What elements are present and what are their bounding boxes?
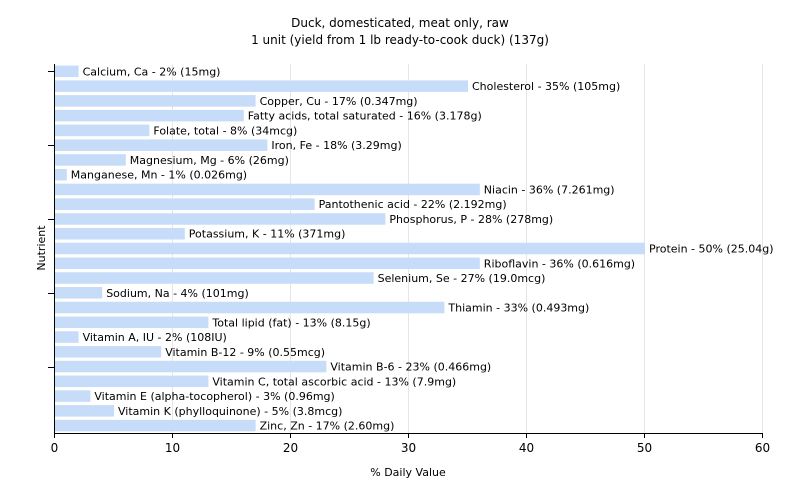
bar	[55, 272, 374, 284]
bar-label: Total lipid (fat) - 13% (8.15g)	[211, 316, 370, 329]
bar	[55, 390, 91, 402]
bar-label: Vitamin K (phylloquinone) - 5% (3.8mcg)	[118, 405, 342, 418]
axes-group: 0 10 20 30 40 50 60	[48, 64, 770, 455]
bar-label: Folate, total - 8% (34mcg)	[153, 124, 297, 137]
bar	[55, 168, 67, 181]
x-tick-label: 20	[283, 441, 298, 455]
x-tick-label: 10	[165, 441, 180, 455]
bar-label: Manganese, Mn - 1% (0.026mg)	[71, 169, 247, 182]
x-tick-label: 30	[401, 441, 416, 455]
bar	[55, 331, 79, 343]
bar-label: Vitamin C, total ascorbic acid - 13% (7.…	[212, 375, 456, 388]
bar-label: Copper, Cu - 17% (0.347mg)	[260, 95, 418, 108]
bar	[55, 65, 79, 78]
bar-label: Vitamin E (alpha-tocopherol) - 3% (0.96m…	[94, 390, 334, 403]
bar	[55, 375, 209, 388]
bar	[55, 405, 114, 417]
x-tick-label: 50	[637, 441, 652, 455]
bar	[55, 198, 315, 210]
bar	[55, 346, 162, 358]
bar-label: Vitamin B-6 - 23% (0.466mg)	[330, 361, 491, 374]
bar	[55, 80, 468, 92]
bars-group: Calcium, Ca - 2% (15mg) Cholesterol - 35%…	[55, 65, 774, 433]
x-tick-label: 40	[519, 441, 534, 455]
bar-label: Cholesterol - 35% (105mg)	[472, 80, 620, 93]
bar-label: Sodium, Na - 4% (101mg)	[106, 287, 249, 300]
bar-label: Fatty acids, total saturated - 16% (3.17…	[248, 110, 482, 123]
x-tick-label: 0	[51, 441, 59, 455]
bar	[55, 183, 480, 196]
bar-label: Vitamin B-12 - 9% (0.55mcg)	[165, 346, 325, 359]
chart-title: Duck, domesticated, meat only, raw	[291, 16, 509, 30]
bar	[55, 95, 256, 107]
bar-label: Iron, Fe - 18% (3.29mg)	[271, 139, 401, 152]
bar	[55, 154, 126, 166]
bar	[55, 139, 268, 151]
x-tick-label: 60	[755, 441, 770, 455]
bar	[55, 227, 185, 240]
bar-label: Potassium, K - 11% (371mg)	[189, 228, 346, 241]
y-axis-label: Nutrient	[35, 225, 48, 271]
bar	[55, 109, 244, 122]
bar-label: Riboflavin - 36% (0.616mg)	[484, 257, 635, 270]
bar	[55, 124, 150, 137]
bar	[55, 301, 445, 314]
bar	[55, 242, 645, 255]
bar-label: Magnesium, Mg - 6% (26mg)	[130, 154, 289, 167]
x-axis-label: % Daily Value	[370, 466, 446, 479]
bar	[55, 287, 103, 299]
bar-label: Pantothenic acid - 22% (2.192mg)	[319, 198, 507, 211]
bar-label: Vitamin A, IU - 2% (108IU)	[83, 331, 227, 344]
bar	[55, 360, 327, 373]
bar-label: Calcium, Ca - 2% (15mg)	[83, 65, 221, 78]
bar-label: Phosphorus, P - 28% (278mg)	[389, 213, 553, 226]
bar-label: Niacin - 36% (7.261mg)	[484, 183, 615, 196]
bar-label: Zinc, Zn - 17% (2.60mg)	[260, 420, 395, 433]
chart-subtitle: 1 unit (yield from 1 lb ready-to-cook du…	[251, 33, 549, 47]
bar	[55, 419, 256, 432]
bar	[55, 257, 480, 270]
bar-label: Selenium, Se - 27% (19.0mcg)	[378, 272, 546, 285]
bar	[55, 316, 209, 329]
bar	[55, 213, 386, 225]
bar-label: Thiamin - 33% (0.493mg)	[447, 302, 589, 315]
bar-label: Protein - 50% (25.04g)	[649, 243, 774, 256]
